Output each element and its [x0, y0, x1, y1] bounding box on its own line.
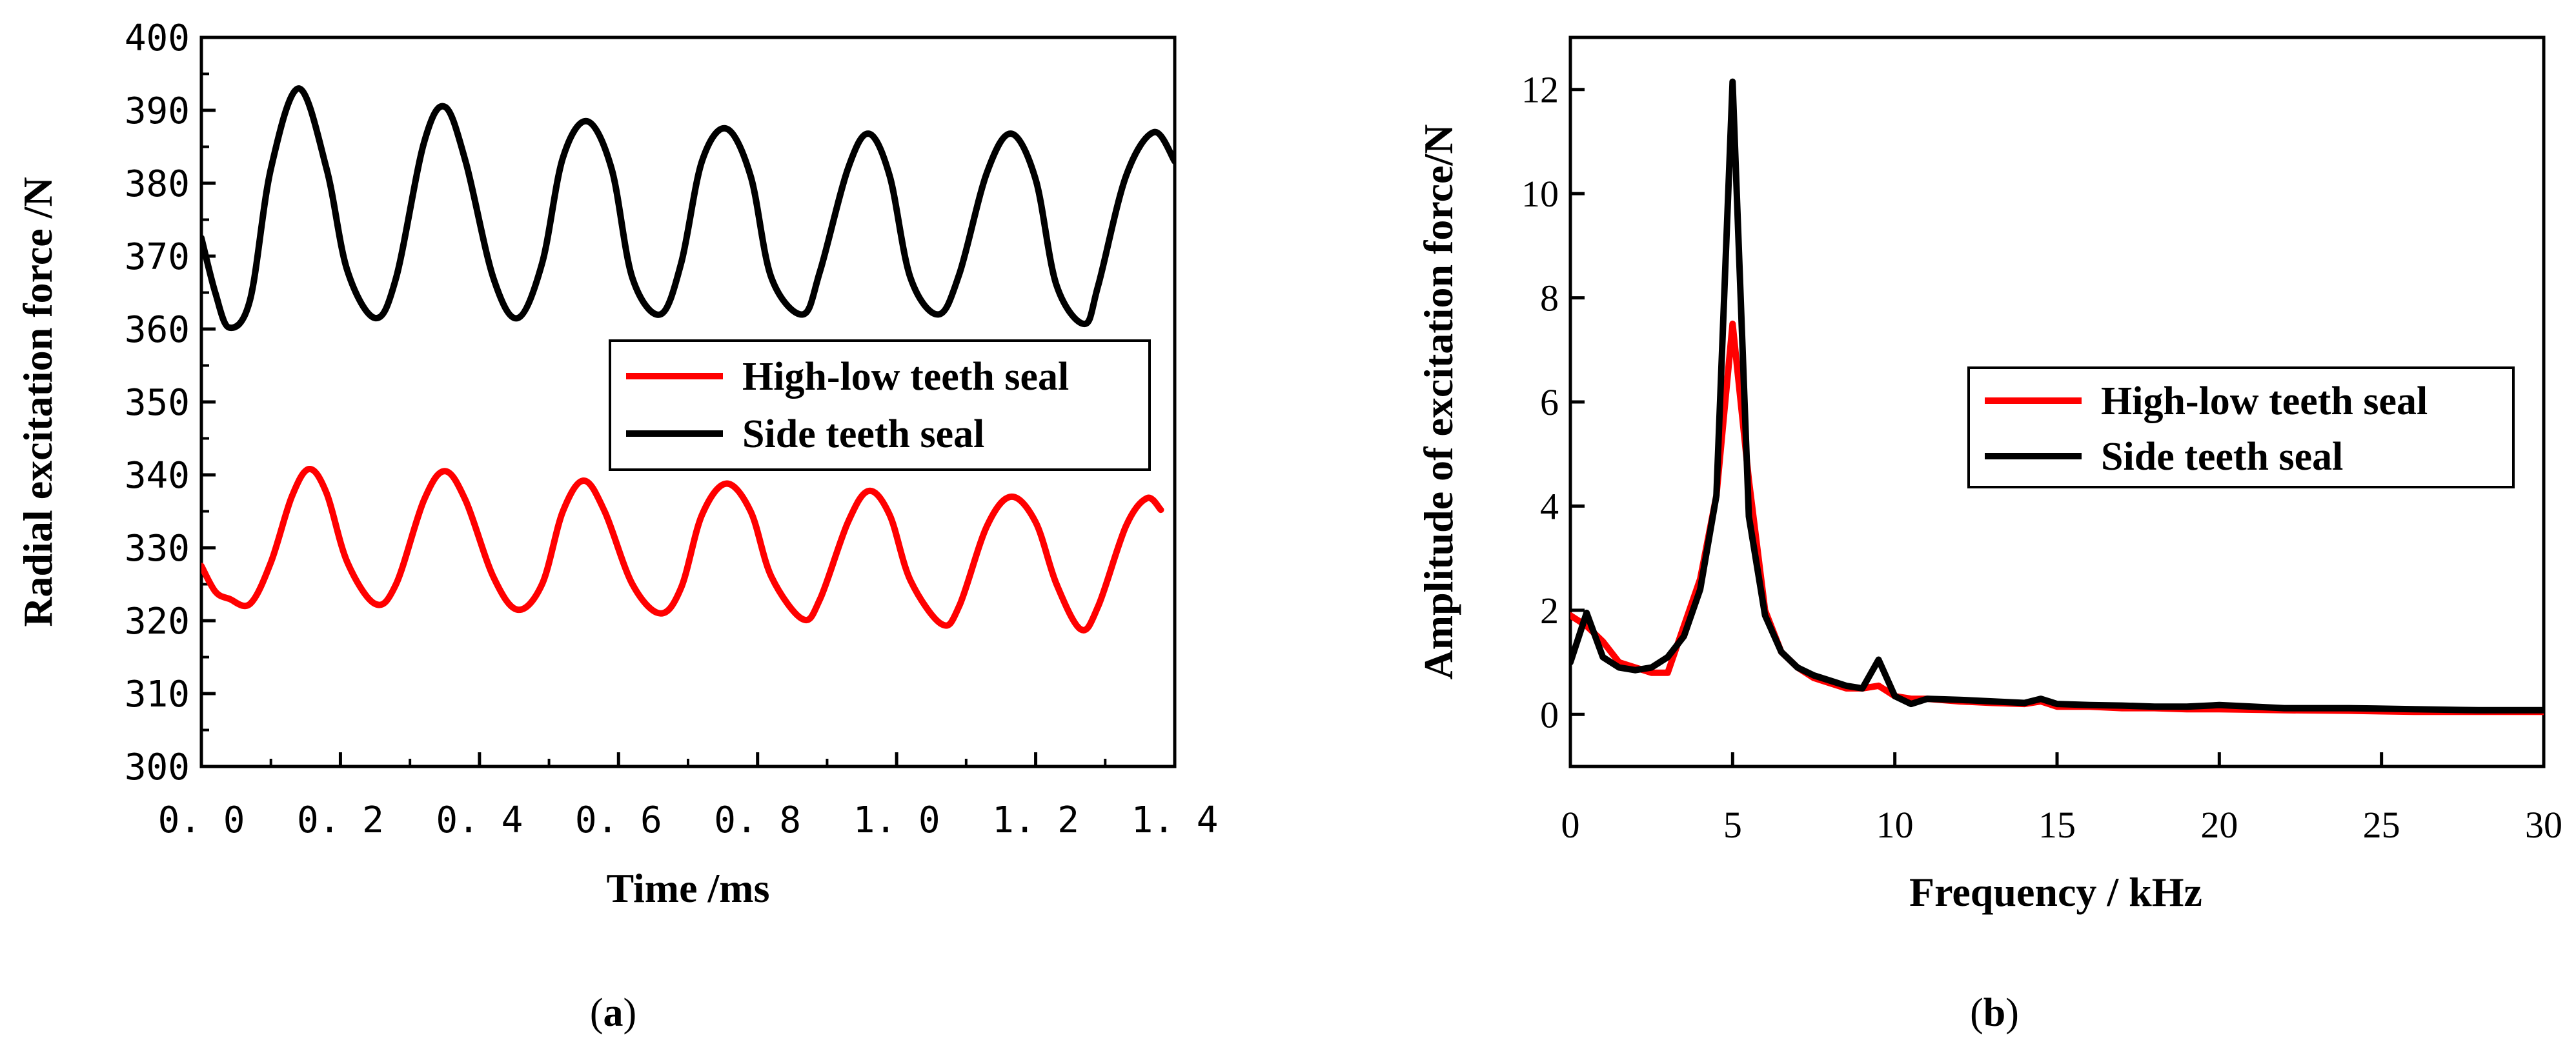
panel-a-y-tick-label: 350	[125, 382, 190, 424]
panel-a-x-tick-label: 0. 4	[436, 799, 523, 841]
panel-b-y-tick-label: 0	[1540, 694, 1559, 736]
panel-a-y-tick-label: 340	[125, 455, 190, 497]
panel-a-label-letter: a	[603, 991, 624, 1035]
panel-a-y-tick-label: 330	[125, 528, 190, 570]
panel-b-legend-box	[1967, 366, 2515, 488]
panel-a-legend: High-low teeth seal Side teeth seal	[609, 339, 1151, 471]
panel-a-y-tick-label: 310	[125, 674, 190, 716]
panel-a-x-tick-label: 1. 2	[992, 799, 1079, 841]
panel-b-x-tick-label: 15	[2038, 804, 2076, 846]
panel-b-x-axis-title: Frequency / kHz	[1909, 869, 2202, 915]
panel-b-x-tick-label: 20	[2200, 804, 2238, 846]
panel-b-x-tick-label: 10	[1876, 804, 1914, 846]
panel-b-y-tick-label: 10	[1521, 173, 1559, 215]
panel-a-ticks: 0. 0 0. 2 0. 4 0. 6 0. 8 1. 0 1. 2 1. 4 300 310 32…	[125, 17, 1219, 841]
panel-a-y-tick-label: 360	[125, 309, 190, 351]
panel-a-x-tick-label: 0. 6	[575, 799, 662, 841]
panel-a-y-axis-title: Radial excitation force /N	[15, 177, 61, 626]
panel-b-legend-label-side: Side teeth seal	[2101, 435, 2343, 479]
panel-a-y-tick-label: 400	[125, 17, 190, 59]
panel-a-label: (a)	[590, 991, 636, 1035]
panel-b-legend: High-low teeth seal Side teeth seal	[1967, 366, 2515, 488]
panel-b-label: (b)	[1970, 991, 2019, 1035]
panel-a-y-tick-label: 380	[125, 163, 190, 205]
panel-b-chart: 0 5 10 15 20 25 30 0 2 4 6 8 10 12 High-low teeth sea…	[1415, 35, 2562, 1035]
panel-b-series-group	[1570, 78, 2544, 716]
panel-a-x-tick-label: 0. 8	[714, 799, 801, 841]
panel-a-x-tick-label: 1. 0	[853, 799, 940, 841]
panel-a-series-side-teeth-seal-line	[201, 85, 1175, 332]
panel-a-y-tick-label: 320	[125, 601, 190, 643]
panel-a-series-high-low-teeth-seal-line	[201, 466, 1164, 634]
panel-b-label-letter: b	[1983, 991, 2005, 1035]
panel-a-y-tick-label: 370	[125, 236, 190, 278]
panel-b-y-tick-label: 8	[1540, 277, 1559, 319]
panel-b-y-tick-label: 6	[1540, 381, 1559, 423]
panel-a-chart: 0. 0 0. 2 0. 4 0. 6 0. 8 1. 0 1. 2 1. 4 300 310 32…	[15, 17, 1218, 1035]
panel-b-legend-label-high-low: High-low teeth seal	[2101, 379, 2428, 423]
panel-b-ticks: 0 5 10 15 20 25 30 0 2 4 6 8 10 12	[1521, 69, 2562, 846]
panel-a-legend-label-side: Side teeth seal	[742, 412, 984, 456]
panel-b-x-tick-label: 0	[1561, 804, 1580, 846]
panel-b-x-tick-label: 5	[1723, 804, 1742, 846]
panel-b-y-axis-title: Amplitude of excitation force/N	[1415, 125, 1461, 680]
panel-b-y-tick-label: 12	[1521, 69, 1559, 111]
panel-b-y-tick-label: 2	[1540, 590, 1559, 632]
panel-a-x-tick-label: 1. 4	[1131, 799, 1219, 841]
panel-a-x-tick-label: 0. 0	[158, 799, 245, 841]
panel-a-y-tick-label: 390	[125, 90, 190, 132]
panel-b-y-tick-label: 4	[1540, 485, 1559, 527]
panel-b-series-side-teeth-seal-line	[1570, 78, 2544, 714]
panel-a-legend-label-high-low: High-low teeth seal	[742, 355, 1069, 399]
panel-a-series-group	[201, 85, 1175, 634]
panel-a-y-tick-label: 300	[125, 746, 190, 788]
panel-b-x-tick-label: 30	[2525, 804, 2562, 846]
panel-a-legend-box	[609, 339, 1151, 471]
panel-a-x-tick-label: 0. 2	[297, 799, 384, 841]
panel-b-x-tick-label: 25	[2363, 804, 2400, 846]
panel-a-x-axis-title: Time /ms	[606, 865, 769, 911]
